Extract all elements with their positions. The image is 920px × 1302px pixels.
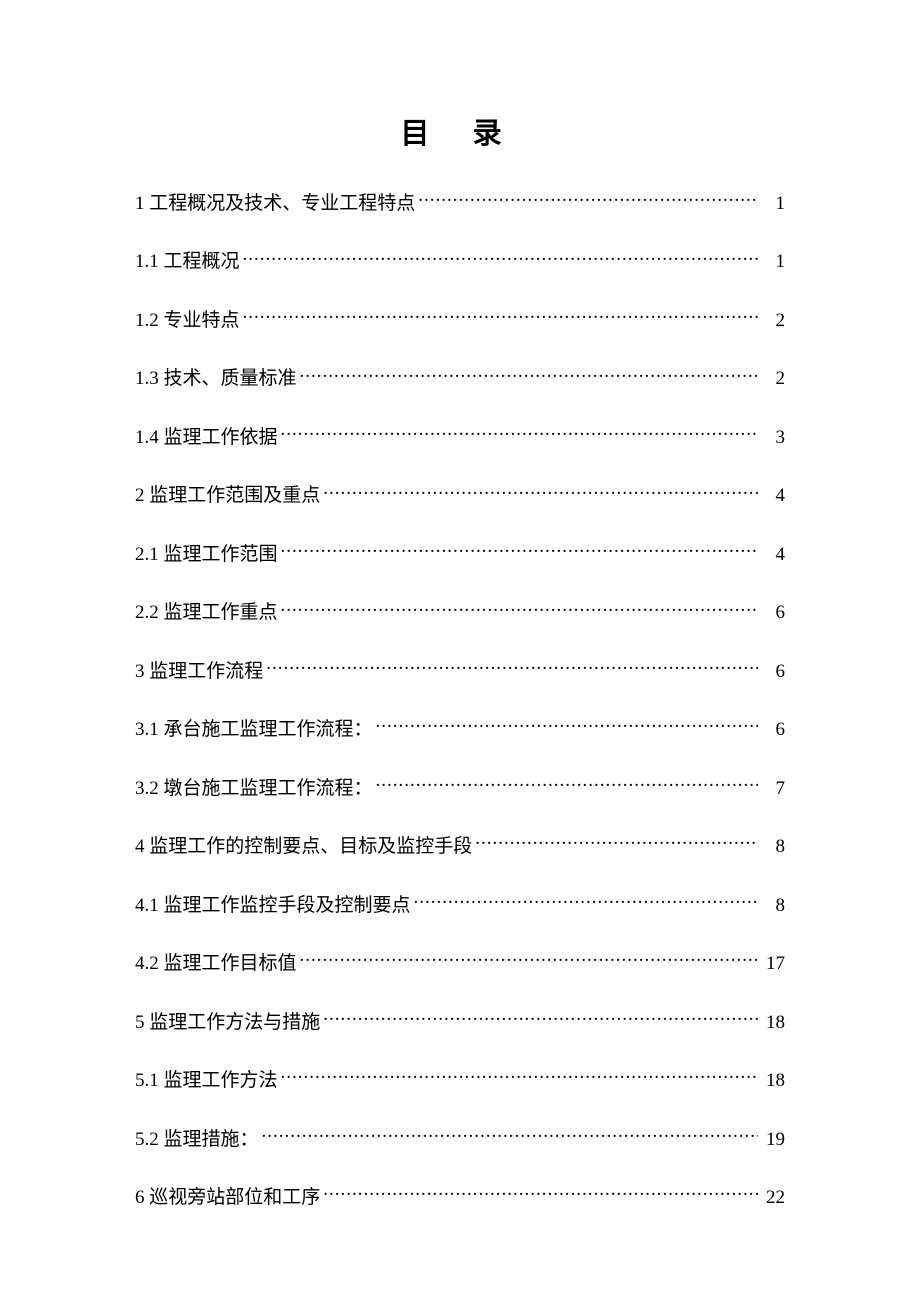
- toc-entry-page: 18: [761, 1069, 785, 1094]
- toc-entry: 6 巡视旁站部位和工序 22: [135, 1180, 785, 1210]
- toc-leader-dots: [243, 303, 758, 326]
- toc-leader-dots: [323, 478, 758, 501]
- toc-entry: 1 工程概况及技术、专业工程特点 1: [135, 186, 785, 216]
- toc-title: 目 录: [135, 110, 785, 152]
- toc-entry-page: 1: [761, 250, 785, 275]
- toc-entry: 5.2 监理措施： 19: [135, 1122, 785, 1152]
- toc-entry-page: 17: [761, 952, 785, 977]
- toc-entry-label: 5 监理工作方法与措施: [135, 1011, 320, 1036]
- toc-entry-label: 1 工程概况及技术、专业工程特点: [135, 192, 415, 217]
- toc-entry-page: 18: [761, 1011, 785, 1036]
- toc-entry-label: 1.1 工程概况: [135, 250, 240, 275]
- toc-entry-page: 8: [761, 894, 785, 919]
- toc-entry: 5.1 监理工作方法 18: [135, 1063, 785, 1093]
- toc-entry: 1.3 技术、质量标准 2: [135, 361, 785, 391]
- toc-entry: 4.2 监理工作目标值 17: [135, 946, 785, 976]
- toc-leader-dots: [323, 1005, 758, 1028]
- toc-leader-dots: [281, 1063, 758, 1086]
- toc-leader-dots: [262, 1122, 758, 1145]
- toc-entry: 4 监理工作的控制要点、目标及监控手段 8: [135, 829, 785, 859]
- toc-entry-label: 6 巡视旁站部位和工序: [135, 1186, 320, 1211]
- toc-entry-page: 2: [761, 367, 785, 392]
- toc-leader-dots: [300, 946, 758, 969]
- toc-leader-dots: [418, 186, 758, 209]
- toc-leader-dots: [281, 420, 758, 443]
- toc-entry-label: 4.2 监理工作目标值: [135, 952, 297, 977]
- toc-entry-page: 7: [761, 777, 785, 802]
- toc-entry-page: 6: [761, 660, 785, 685]
- toc-entry-label: 4.1 监理工作监控手段及控制要点: [135, 894, 411, 919]
- toc-entry-page: 1: [761, 192, 785, 217]
- toc-entry-label: 1.3 技术、质量标准: [135, 367, 297, 392]
- toc-entry: 2.1 监理工作范围 4: [135, 537, 785, 567]
- toc-entry-label: 4 监理工作的控制要点、目标及监控手段: [135, 835, 472, 860]
- toc-entry-label: 3 监理工作流程: [135, 660, 263, 685]
- toc-entry-label: 2.2 监理工作重点: [135, 601, 278, 626]
- toc-entry: 3.2 墩台施工监理工作流程： 7: [135, 771, 785, 801]
- toc-entry-label: 3.1 承台施工监理工作流程：: [135, 718, 373, 743]
- toc-entry-page: 19: [761, 1128, 785, 1153]
- toc-leader-dots: [243, 244, 758, 267]
- toc-entry-label: 2.1 监理工作范围: [135, 543, 278, 568]
- document-page: 目 录 1 工程概况及技术、专业工程特点11.1 工程概况11.2 专业特点21…: [0, 0, 920, 1211]
- toc-leader-dots: [376, 712, 758, 735]
- toc-entry: 4.1 监理工作监控手段及控制要点 8: [135, 888, 785, 918]
- toc-entry: 2.2 监理工作重点 6: [135, 595, 785, 625]
- toc-leader-dots: [281, 537, 758, 560]
- toc-leader-dots: [281, 595, 758, 618]
- toc-entry-label: 1.4 监理工作依据: [135, 426, 278, 451]
- toc-entry-page: 3: [761, 426, 785, 451]
- toc-entry-label: 5.1 监理工作方法: [135, 1069, 278, 1094]
- toc-entry: 3.1 承台施工监理工作流程： 6: [135, 712, 785, 742]
- toc-entry-page: 6: [761, 718, 785, 743]
- toc-entry-page: 2: [761, 309, 785, 334]
- toc-leader-dots: [323, 1180, 758, 1203]
- toc-entry-page: 4: [761, 484, 785, 509]
- toc-entry-label: 5.2 监理措施：: [135, 1128, 259, 1153]
- toc-list: 1 工程概况及技术、专业工程特点11.1 工程概况11.2 专业特点21.3 技…: [135, 186, 785, 1211]
- toc-entry-label: 2 监理工作范围及重点: [135, 484, 320, 509]
- toc-leader-dots: [266, 654, 758, 677]
- toc-entry-page: 6: [761, 601, 785, 626]
- toc-leader-dots: [414, 888, 758, 911]
- toc-entry: 3 监理工作流程 6: [135, 654, 785, 684]
- toc-entry-label: 3.2 墩台施工监理工作流程：: [135, 777, 373, 802]
- toc-entry: 5 监理工作方法与措施 18: [135, 1005, 785, 1035]
- toc-entry-page: 22: [761, 1186, 785, 1211]
- toc-leader-dots: [376, 771, 758, 794]
- toc-entry: 2 监理工作范围及重点 4: [135, 478, 785, 508]
- toc-entry: 1.2 专业特点 2: [135, 303, 785, 333]
- toc-entry-page: 8: [761, 835, 785, 860]
- toc-leader-dots: [300, 361, 758, 384]
- toc-entry-page: 4: [761, 543, 785, 568]
- toc-leader-dots: [475, 829, 758, 852]
- toc-entry: 1.4 监理工作依据 3: [135, 420, 785, 450]
- toc-entry-label: 1.2 专业特点: [135, 309, 240, 334]
- toc-entry: 1.1 工程概况 1: [135, 244, 785, 274]
